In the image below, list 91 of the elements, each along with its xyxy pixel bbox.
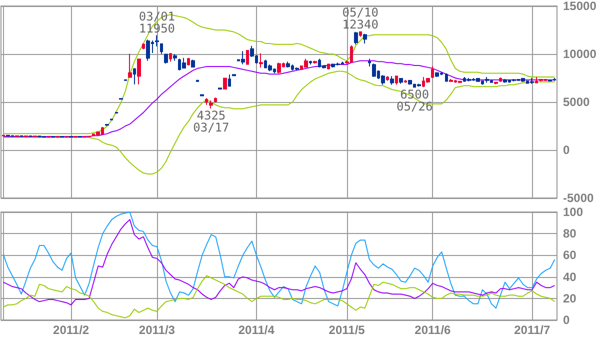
candlestick bbox=[467, 78, 471, 82]
candlestick bbox=[445, 72, 448, 82]
candlestick bbox=[408, 79, 412, 86]
candlestick bbox=[404, 79, 407, 84]
candlestick bbox=[295, 66, 299, 71]
candlestick bbox=[214, 97, 217, 103]
line-series bbox=[2, 60, 556, 138]
candlestick bbox=[494, 81, 498, 85]
candlestick bbox=[372, 63, 376, 78]
candlestick bbox=[128, 53, 132, 78]
y-tick-label: 20 bbox=[563, 291, 577, 306]
candlestick bbox=[435, 72, 439, 78]
candlestick bbox=[354, 31, 358, 45]
candlestick bbox=[449, 78, 453, 82]
candlestick bbox=[173, 54, 177, 62]
candlestick bbox=[164, 54, 168, 64]
candlestick bbox=[169, 52, 172, 62]
y-tick-label: 5000 bbox=[563, 95, 590, 109]
candlestick bbox=[476, 78, 480, 82]
candlestick bbox=[160, 42, 163, 54]
x-tick-label: 2011/2 bbox=[53, 323, 90, 337]
annotation: 4325 03/17 bbox=[193, 108, 230, 134]
x-tick-label: 2011/7 bbox=[514, 323, 550, 337]
candlestick bbox=[205, 98, 208, 106]
candlestick bbox=[246, 50, 249, 66]
candlestick bbox=[390, 76, 394, 86]
candlestick bbox=[137, 58, 141, 85]
candlestick bbox=[417, 83, 421, 88]
candlestick bbox=[277, 62, 281, 74]
candlestick bbox=[286, 61, 290, 68]
x-tick-label: 2011/3 bbox=[138, 323, 176, 337]
candlestick bbox=[313, 60, 317, 64]
candlestick bbox=[146, 39, 150, 62]
candlestick bbox=[548, 79, 552, 82]
candlestick bbox=[223, 78, 227, 90]
line-series bbox=[2, 70, 556, 174]
candlestick bbox=[485, 76, 489, 84]
candlestick bbox=[191, 59, 195, 68]
candlestick bbox=[268, 64, 272, 72]
y-tick-label: 15000 bbox=[563, 0, 597, 13]
y-tick-label: 40 bbox=[563, 270, 577, 284]
candlestick bbox=[218, 87, 222, 90]
candlestick bbox=[458, 80, 462, 84]
candlestick bbox=[96, 130, 100, 136]
y-tick-label: 60 bbox=[563, 248, 577, 262]
y-tick-label: -5000 bbox=[563, 191, 594, 205]
x-tick-label: 2011/6 bbox=[414, 323, 452, 337]
candlestick bbox=[115, 112, 118, 114]
y-tick-label: 0 bbox=[563, 313, 570, 327]
candlestick bbox=[200, 94, 204, 97]
x-tick-label: 2011/5 bbox=[328, 323, 366, 337]
candlestick bbox=[309, 60, 312, 66]
candlestick bbox=[512, 78, 516, 82]
candlestick bbox=[241, 50, 245, 65]
candlestick bbox=[133, 68, 136, 85]
candlestick bbox=[399, 78, 403, 84]
y-tick-label: 80 bbox=[563, 226, 577, 241]
candlestick bbox=[124, 78, 127, 82]
candlestick bbox=[119, 98, 123, 100]
candlestick bbox=[259, 52, 263, 68]
x-tick-label: 2011/4 bbox=[238, 323, 275, 337]
candlestick bbox=[426, 78, 430, 84]
candlestick bbox=[110, 118, 113, 121]
candlestick bbox=[499, 77, 502, 82]
candlestick bbox=[363, 33, 367, 44]
y-tick-label: 0 bbox=[563, 143, 570, 157]
candlestick bbox=[209, 100, 213, 109]
candlestick bbox=[539, 78, 543, 82]
line-series bbox=[2, 275, 556, 318]
candlestick bbox=[395, 76, 398, 86]
candlestick bbox=[182, 57, 186, 69]
candlestick bbox=[368, 58, 371, 67]
candlestick bbox=[359, 31, 362, 38]
candlestick bbox=[503, 78, 507, 84]
candlestick bbox=[327, 63, 330, 70]
candlestick bbox=[381, 74, 385, 86]
candlestick bbox=[142, 42, 145, 50]
candlestick bbox=[431, 66, 434, 78]
candlestick bbox=[386, 76, 389, 82]
candlestick bbox=[105, 124, 109, 126]
candlestick bbox=[187, 57, 190, 66]
y-tick-label: 100 bbox=[563, 205, 584, 219]
candlestick bbox=[521, 78, 525, 82]
candlestick bbox=[155, 34, 159, 47]
candlestick bbox=[232, 74, 236, 77]
candlestick bbox=[530, 78, 534, 84]
y-tick-label: 10000 bbox=[563, 47, 597, 61]
candlestick bbox=[535, 76, 538, 84]
candlestick bbox=[304, 58, 308, 68]
candlestick bbox=[196, 79, 199, 82]
candlestick bbox=[228, 74, 231, 88]
